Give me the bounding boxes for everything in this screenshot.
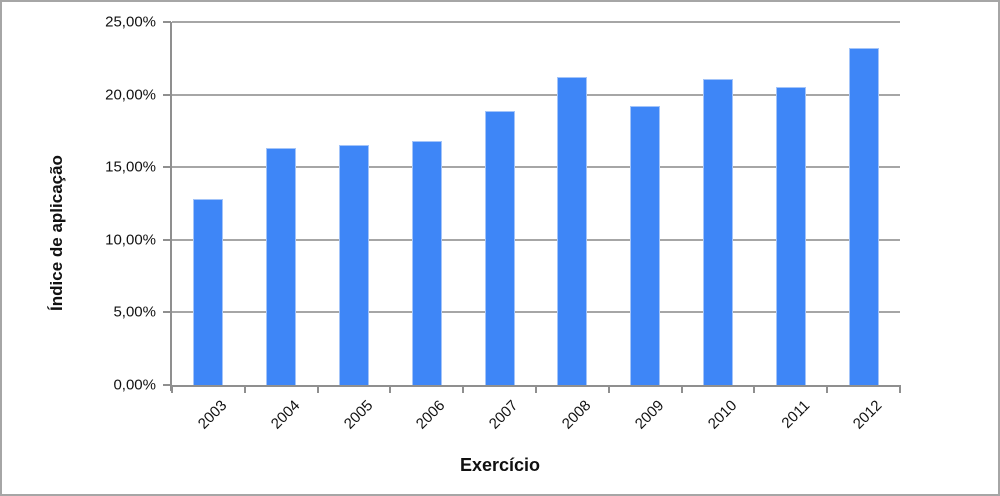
x-tick-label: 2006 [413, 397, 449, 433]
y-tick-label: 10,00% [105, 231, 156, 249]
bar-2005 [339, 145, 369, 385]
y-tick-label: 25,00% [105, 13, 156, 31]
x-tick-mark [535, 385, 537, 393]
gridline [172, 311, 900, 314]
gridline [172, 21, 900, 23]
y-tick-label: 15,00% [105, 158, 156, 176]
x-tick-mark [316, 385, 319, 393]
x-tick-label: 2004 [267, 397, 304, 433]
bar-2011 [775, 87, 806, 385]
bar-2009 [630, 106, 661, 385]
x-tick-label: 2003 [194, 397, 231, 433]
gridline [172, 93, 900, 96]
y-tick-label: 5,00% [113, 303, 156, 321]
y-tick-mark [163, 384, 171, 386]
gridline [172, 238, 900, 241]
x-axis-line [170, 385, 900, 387]
bar-2006 [411, 141, 442, 385]
y-tick-label: 20,00% [105, 86, 156, 104]
bar-2010 [703, 78, 733, 385]
x-tick-label: 2005 [340, 397, 377, 433]
x-tick-mark [607, 385, 610, 393]
x-tick-mark [899, 385, 901, 393]
x-tick-label: 2012 [850, 397, 886, 433]
y-tick-mark [163, 311, 171, 314]
x-tick-mark [826, 385, 829, 393]
bar-2008 [557, 77, 588, 385]
x-tick-label: 2009 [631, 397, 668, 433]
x-tick-mark [243, 385, 246, 393]
bar-2007 [484, 110, 515, 385]
y-tick-mark [163, 21, 171, 23]
y-tick-mark [163, 93, 171, 96]
x-tick-mark [462, 385, 465, 393]
x-axis-title: Exercício [459, 455, 541, 475]
x-tick-label: 2008 [558, 397, 595, 433]
x-tick-mark [753, 385, 756, 393]
x-tick-label: 2007 [486, 397, 522, 433]
y-tick-mark [163, 166, 171, 169]
bar-2003 [193, 199, 224, 385]
bar-2012 [848, 48, 879, 385]
gridline [172, 166, 900, 169]
x-tick-label: 2011 [777, 397, 813, 432]
y-tick-label: 0,00% [113, 376, 156, 394]
y-tick-mark [163, 238, 171, 241]
x-tick-mark [680, 385, 683, 393]
x-tick-mark [389, 385, 392, 393]
bar-2004 [266, 148, 297, 385]
x-tick-mark [171, 385, 173, 393]
y-axis-line [170, 22, 172, 391]
x-tick-label: 2010 [704, 397, 741, 433]
